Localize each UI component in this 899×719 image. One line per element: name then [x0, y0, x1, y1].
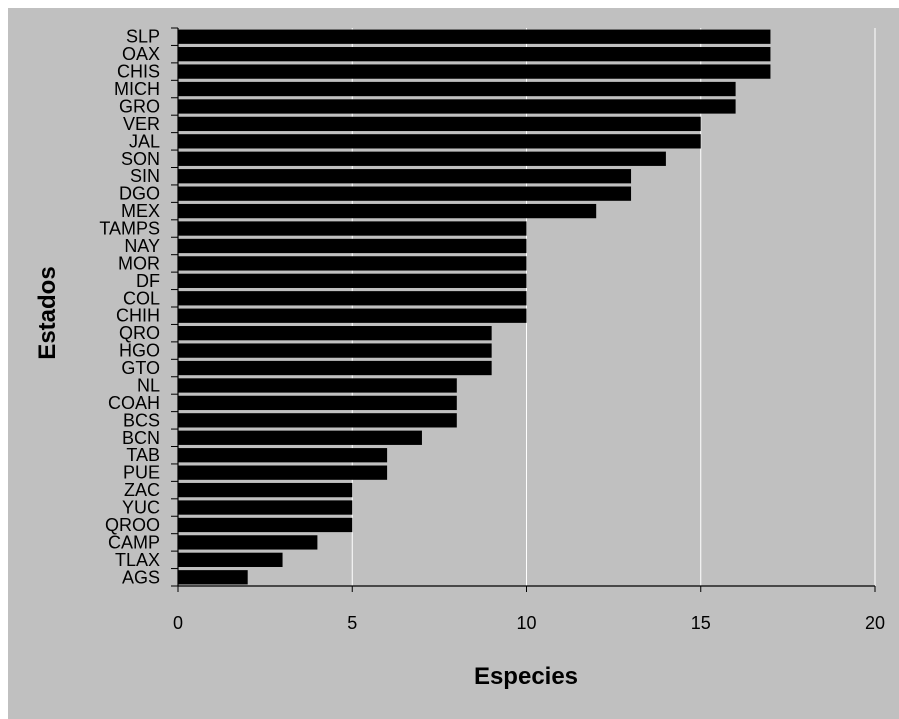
- category-label: DF: [136, 271, 160, 291]
- category-label: MICH: [114, 79, 160, 99]
- category-label: OAX: [122, 44, 160, 64]
- category-label: QRO: [119, 323, 160, 343]
- bar: [178, 134, 701, 149]
- bar: [178, 221, 527, 236]
- category-label: CHIH: [116, 306, 160, 326]
- bar: [178, 465, 388, 480]
- bar: [178, 291, 527, 306]
- bar: [178, 81, 736, 97]
- bar: [178, 500, 353, 515]
- bar: [178, 99, 736, 114]
- bar: [178, 482, 353, 498]
- category-label: TAB: [126, 445, 160, 465]
- x-tick-label: 15: [691, 613, 711, 633]
- category-label: COL: [123, 288, 160, 308]
- category-label: SLP: [126, 27, 160, 47]
- category-label: VER: [123, 114, 160, 134]
- bar: [178, 308, 527, 323]
- x-tick-label: 10: [516, 613, 536, 633]
- bar: [178, 552, 283, 567]
- bar: [178, 517, 353, 533]
- category-label: BCN: [122, 428, 160, 448]
- category-label: AGS: [122, 567, 160, 587]
- category-label: TAMPS: [99, 219, 160, 239]
- bar: [178, 343, 492, 358]
- x-tick-label: 5: [347, 613, 357, 633]
- x-tick-labels: 0 5 10 15 20: [173, 613, 885, 633]
- bar: [178, 256, 527, 271]
- category-label: MOR: [118, 253, 160, 273]
- y-axis-title: Estados: [34, 266, 61, 359]
- bar: [178, 378, 457, 393]
- category-label: NL: [137, 375, 160, 395]
- bar: [178, 535, 318, 550]
- axes: [171, 27, 876, 592]
- x-axis-title: Especies: [474, 663, 578, 690]
- bar: [178, 64, 771, 79]
- category-label: COAH: [108, 393, 160, 413]
- category-label: BCS: [123, 410, 160, 430]
- category-label: NAY: [124, 236, 160, 256]
- bar: [178, 186, 632, 201]
- category-label: DGO: [119, 184, 160, 204]
- bar: [178, 203, 597, 219]
- bar: [178, 169, 632, 184]
- category-label: TLAX: [115, 550, 160, 570]
- bar: [178, 570, 248, 585]
- category-label: MEX: [121, 201, 160, 221]
- bar: [178, 29, 771, 44]
- category-label: SIN: [130, 166, 160, 186]
- category-label: CAMP: [108, 532, 160, 552]
- bar: [178, 448, 388, 463]
- category-label: CHIS: [117, 62, 160, 82]
- bar: [178, 273, 527, 288]
- category-label: GRO: [119, 96, 160, 116]
- category-label: SON: [121, 149, 160, 169]
- category-label: YUC: [122, 498, 160, 518]
- category-label: ZAC: [124, 480, 160, 500]
- bar: [178, 430, 422, 445]
- bar: [178, 413, 457, 428]
- category-label: HGO: [119, 341, 160, 361]
- category-label: GTO: [121, 358, 160, 378]
- bar: [178, 326, 492, 341]
- bar: [178, 360, 492, 376]
- category-labels: SLPOAXCHISMICHGROVERJALSONSINDGOMEXTAMPS…: [99, 27, 160, 588]
- bar: [178, 47, 771, 62]
- bars: [178, 29, 771, 585]
- bar: [178, 395, 457, 411]
- category-label: PUE: [123, 463, 160, 483]
- bar: [178, 151, 666, 166]
- category-label: QROO: [105, 515, 160, 535]
- category-label: JAL: [129, 131, 160, 151]
- x-tick-label: 0: [173, 613, 183, 633]
- bar: [178, 238, 527, 254]
- bar: [178, 116, 701, 132]
- x-tick-label: 20: [865, 613, 885, 633]
